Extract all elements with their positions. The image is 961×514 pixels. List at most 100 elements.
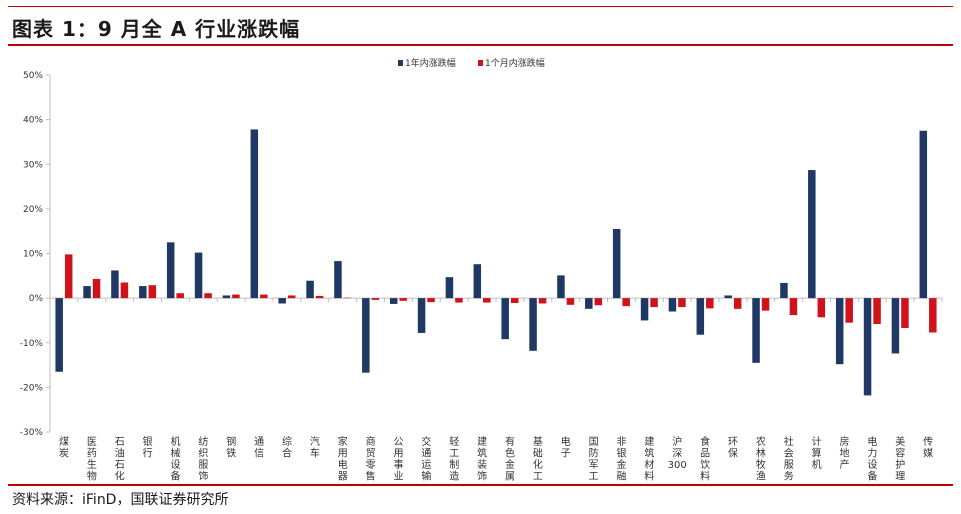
x-tick-label: 沪深 300 <box>668 435 687 471</box>
bar-1y <box>724 295 732 299</box>
bar-chart: -30% -20% -10% 0% 10% 20% 30% 40% 50% 煤炭 医药生物 石油石化 银… <box>20 57 943 483</box>
x-tick-label: 农林牧渔 <box>756 435 766 483</box>
bar-1m <box>845 298 853 323</box>
bar-1m <box>594 298 603 306</box>
bar-1y <box>139 286 147 299</box>
bar-1m <box>733 298 742 309</box>
x-tick-label: 交通运输 <box>421 435 431 483</box>
bar-1y <box>417 298 426 333</box>
x-tick-label: 传媒 <box>923 436 933 460</box>
bar-1y <box>501 298 509 340</box>
legend-swatch <box>398 60 403 66</box>
y-tick-label: -10% <box>20 339 44 349</box>
x-tick-label: 钢铁 <box>226 435 236 460</box>
x-tick-label: 通信 <box>254 436 264 460</box>
bar-1m <box>371 298 380 300</box>
bar-1y <box>529 298 537 351</box>
bar-1y <box>111 270 119 299</box>
x-tick-label: 环保 <box>728 437 738 460</box>
x-tick-label: 机械设备 <box>170 435 180 483</box>
x-tick-label: 商贸零售 <box>366 435 376 483</box>
bar-1m <box>873 298 881 325</box>
x-tick-label: 房地产 <box>839 435 849 471</box>
bar-1m <box>92 278 101 299</box>
x-tick-label: 医药生物 <box>87 436 97 483</box>
bar-1m <box>232 294 240 299</box>
x-tick-label: 汽车 <box>310 435 320 460</box>
bar-1y <box>194 252 203 299</box>
legend-label: 1个月内涨跌幅 <box>485 57 545 69</box>
x-tick-label: 有色金属 <box>505 435 515 483</box>
bar-1m <box>343 297 352 299</box>
bar-1y <box>306 280 314 299</box>
legend-label: 1年内涨跌幅 <box>405 57 456 69</box>
bar-1y <box>83 286 91 299</box>
x-tick-label: 煤炭 <box>59 435 69 460</box>
x-tick-label: 计算机 <box>812 435 822 471</box>
bar-1y <box>808 170 816 299</box>
bar-1m <box>706 298 714 309</box>
x-tick-label: 社会服务 <box>784 435 794 483</box>
x-tick-label: 电力设备 <box>867 435 877 483</box>
bar-1y <box>278 298 286 304</box>
top-rule <box>8 6 953 7</box>
bar-1m <box>566 298 575 305</box>
y-tick-label: 20% <box>23 205 43 215</box>
legend-swatch <box>478 60 483 66</box>
page-title: 图表 1：9 月全 A 行业涨跌幅 <box>12 17 301 41</box>
bar-1m <box>761 298 770 311</box>
x-tick-label: 石油石化 <box>115 437 125 483</box>
bar-1y <box>585 298 593 309</box>
bar-1y <box>250 129 259 299</box>
y-tick-label: -30% <box>20 428 44 438</box>
bar-1y <box>668 298 677 312</box>
bar-1m <box>817 298 826 318</box>
title-rule <box>8 44 953 46</box>
bar-1y <box>362 298 370 373</box>
x-tick-label: 基础化工 <box>533 435 543 483</box>
bar-1y <box>780 282 788 299</box>
bar-1m <box>929 298 937 333</box>
x-tick-label: 综合 <box>282 435 292 460</box>
bar-1m <box>315 295 324 299</box>
bar-1y <box>891 298 900 354</box>
bar-1m <box>678 298 686 308</box>
bar-1m <box>176 293 184 299</box>
bar-1y <box>863 298 872 396</box>
bar-1y <box>696 298 705 335</box>
x-tick-label: 电子 <box>561 435 571 460</box>
bottom-rule <box>8 484 953 486</box>
bar-1m <box>901 298 909 329</box>
x-tick-label: 家用电器 <box>338 435 348 483</box>
y-tick-label: 50% <box>23 71 43 81</box>
bar-1y <box>557 275 565 299</box>
bar-1m <box>204 293 212 299</box>
x-tick-label: 美容护理 <box>895 435 905 483</box>
x-tick-label: 轻工制造 <box>449 435 459 483</box>
bar-1m <box>148 285 157 299</box>
bar-1y <box>166 242 175 299</box>
x-tick-label: 非银金融 <box>616 436 626 483</box>
bar-1m <box>622 298 630 307</box>
x-tick-label: 银行 <box>143 435 153 460</box>
x-tick-label: 纺织服饰 <box>198 435 208 483</box>
x-tick-label: 建筑装饰 <box>477 435 487 483</box>
bar-1y <box>640 298 649 321</box>
y-tick-label: 0% <box>29 294 44 304</box>
bar-1m <box>120 282 129 299</box>
x-tick-label: 公用事业 <box>393 437 403 483</box>
bar-1y <box>612 228 621 299</box>
bar-1y <box>222 295 231 299</box>
bar-1m <box>650 298 658 308</box>
y-tick-label: 30% <box>23 160 43 170</box>
bar-1m <box>483 298 491 303</box>
bar-1y <box>334 261 342 299</box>
bar-1y <box>445 277 454 299</box>
bar-1y <box>835 298 844 365</box>
bar-1y <box>473 264 482 299</box>
bar-1y <box>919 130 928 299</box>
chart-container: -30% -20% -10% 0% 10% 20% 30% 40% 50% 煤炭 医药生物 石油石化 银… <box>8 52 952 484</box>
bar-1m <box>789 298 798 316</box>
y-tick-label: 10% <box>23 250 43 260</box>
bar-1m <box>427 298 435 303</box>
